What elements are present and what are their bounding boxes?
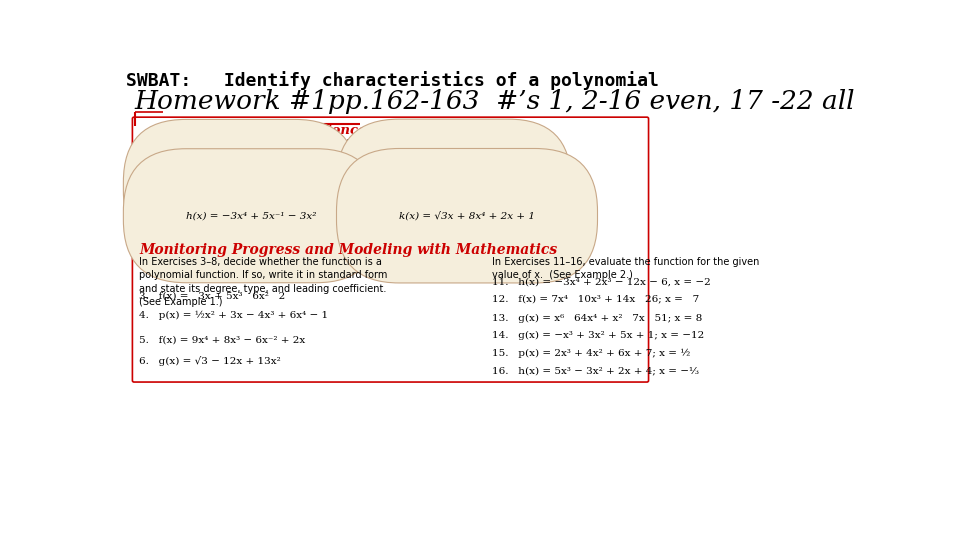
FancyBboxPatch shape	[132, 117, 649, 382]
Text: 13.   g(x) = x⁶   64x⁴ + x²   7x   51; x = 8: 13. g(x) = x⁶ 64x⁴ + x² 7x 51; x = 8	[492, 314, 703, 322]
Text: Which function does: Which function does	[287, 154, 399, 164]
Text: WHICH ONE DOESN’T BELONG?: WHICH ONE DOESN’T BELONG?	[157, 154, 339, 164]
Text: 4.   p(x) = ½x² + 3x − 4x³ + 6x⁴ − 1: 4. p(x) = ½x² + 3x − 4x³ + 6x⁴ − 1	[139, 311, 328, 321]
Text: g(x) = 3x³ − 2x⁸ + ¾: g(x) = 3x³ − 2x⁸ + ¾	[399, 181, 509, 191]
Text: 5.   f(x) = 9x⁴ + 8x³ − 6x⁻² + 2x: 5. f(x) = 9x⁴ + 8x³ − 6x⁻² + 2x	[139, 336, 305, 345]
Text: Homework #1pp.162-163  #’s 1, 2-16 even, 17 -22 all: Homework #1pp.162-163 #’s 1, 2-16 even, …	[134, 90, 854, 114]
Text: h(x) = −3x⁴ + 5x⁻¹ − 3x²: h(x) = −3x⁴ + 5x⁻¹ − 3x²	[186, 211, 316, 220]
Text: In Exercises 11–16, evaluate the function for the given
value of x.  (See Exampl: In Exercises 11–16, evaluate the functio…	[492, 257, 759, 280]
Text: belong with the other three?: belong with the other three?	[343, 154, 494, 164]
Text: 16.   h(x) = 5x³ − 3x² + 2x + 4; x = −⅓: 16. h(x) = 5x³ − 3x² + 2x + 4; x = −⅓	[492, 367, 699, 376]
Text: WRITING: WRITING	[157, 139, 209, 148]
Text: Explain what is meant by the end behavior of a polynomial function.: Explain what is meant by the end behavio…	[204, 139, 564, 148]
Text: k(x) = √3x + 8x⁴ + 2x + 1: k(x) = √3x + 8x⁴ + 2x + 1	[399, 211, 535, 220]
Text: not: not	[330, 154, 348, 164]
Text: Vocabulary and Core Concept Check: Vocabulary and Core Concept Check	[162, 124, 432, 137]
Text: 6.   g(x) = √3 − 12x + 13x²: 6. g(x) = √3 − 12x + 13x²	[139, 356, 281, 366]
Text: 14.   g(x) = −x³ + 3x² + 5x + 1; x = −12: 14. g(x) = −x³ + 3x² + 5x + 1; x = −12	[492, 331, 705, 340]
Text: 15.   p(x) = 2x³ + 4x² + 6x + 7; x = ½: 15. p(x) = 2x³ + 4x² + 6x + 7; x = ½	[492, 349, 690, 358]
Text: 3.   f(x) =   3x + 5x³   6x²   2: 3. f(x) = 3x + 5x³ 6x² 2	[139, 292, 286, 301]
Text: In Exercises 3–8, decide whether the function is a
polynomial function. If so, w: In Exercises 3–8, decide whether the fun…	[139, 257, 388, 307]
Text: SWBAT:   Identify characteristics of a polynomial: SWBAT: Identify characteristics of a pol…	[126, 71, 660, 90]
Text: Explain your reasoning.: Explain your reasoning.	[157, 165, 280, 175]
Text: 11.   h(x) = −3x⁴ + 2x³ − 12x − 6, x = −2: 11. h(x) = −3x⁴ + 2x³ − 12x − 6, x = −2	[492, 278, 710, 286]
Text: f(x) = 7x² + 3x² − 7x: f(x) = 7x² + 3x² − 7x	[186, 182, 295, 191]
Text: 2.: 2.	[147, 154, 158, 164]
Text: Monitoring Progress and Modeling with Mathematics: Monitoring Progress and Modeling with Ma…	[139, 244, 558, 258]
Text: 12.   f(x) = 7x⁴   10x³ + 14x   26; x =   7: 12. f(x) = 7x⁴ 10x³ + 14x 26; x = 7	[492, 294, 699, 303]
Text: 1.: 1.	[147, 139, 158, 148]
